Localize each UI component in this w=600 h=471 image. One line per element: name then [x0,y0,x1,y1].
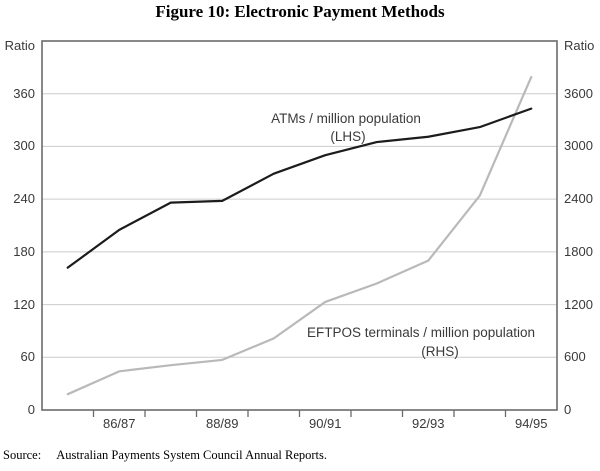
right-axis-tick-label: 3600 [564,85,593,101]
source-label: Source: [3,448,42,462]
x-axis-tick-label: 92/93 [411,416,445,431]
series-annotation-axis-tag: (RHS) [421,344,459,359]
left-axis-tick-label: 300 [13,138,35,154]
right-axis-tick-label: 0 [564,402,572,417]
series-annotation-rhs: EFTPOS terminals / million population [306,325,536,340]
source-note: Source: Australian Payments System Counci… [3,448,327,463]
source-text: Australian Payments System Council Annua… [56,448,328,462]
right-axis-tick-label: 600 [564,349,586,365]
figure-title: Figure 10: Electronic Payment Methods [155,2,445,21]
right-axis-tick-label: 1200 [564,296,593,312]
left-axis-title: Ratio [4,38,35,53]
right-axis-tick-label: 3000 [564,138,593,154]
x-axis-tick-label: 94/95 [514,416,548,431]
left-axis-tick-label: 180 [13,243,35,259]
series-line-lhs [66,107,533,269]
series-annotation-axis-tag: (LHS) [330,129,366,144]
left-axis-tick-label: 360 [13,85,35,101]
x-axis-tick-label: 90/91 [308,416,342,431]
left-axis-tick-label: 240 [13,191,35,207]
series-line-rhs [66,75,533,396]
right-axis-tick-label: 2400 [564,191,593,207]
x-axis-tick-label: 86/87 [102,416,136,431]
x-axis-tick-label: 88/89 [205,416,239,431]
right-axis-title: Ratio [564,38,595,53]
right-axis-tick-label: 1800 [564,243,593,259]
left-axis-tick-label: 0 [27,402,35,417]
left-axis-tick-label: 60 [20,349,35,365]
series-annotation-lhs: ATMs / million population [271,111,421,126]
left-axis-tick-label: 120 [13,296,35,312]
